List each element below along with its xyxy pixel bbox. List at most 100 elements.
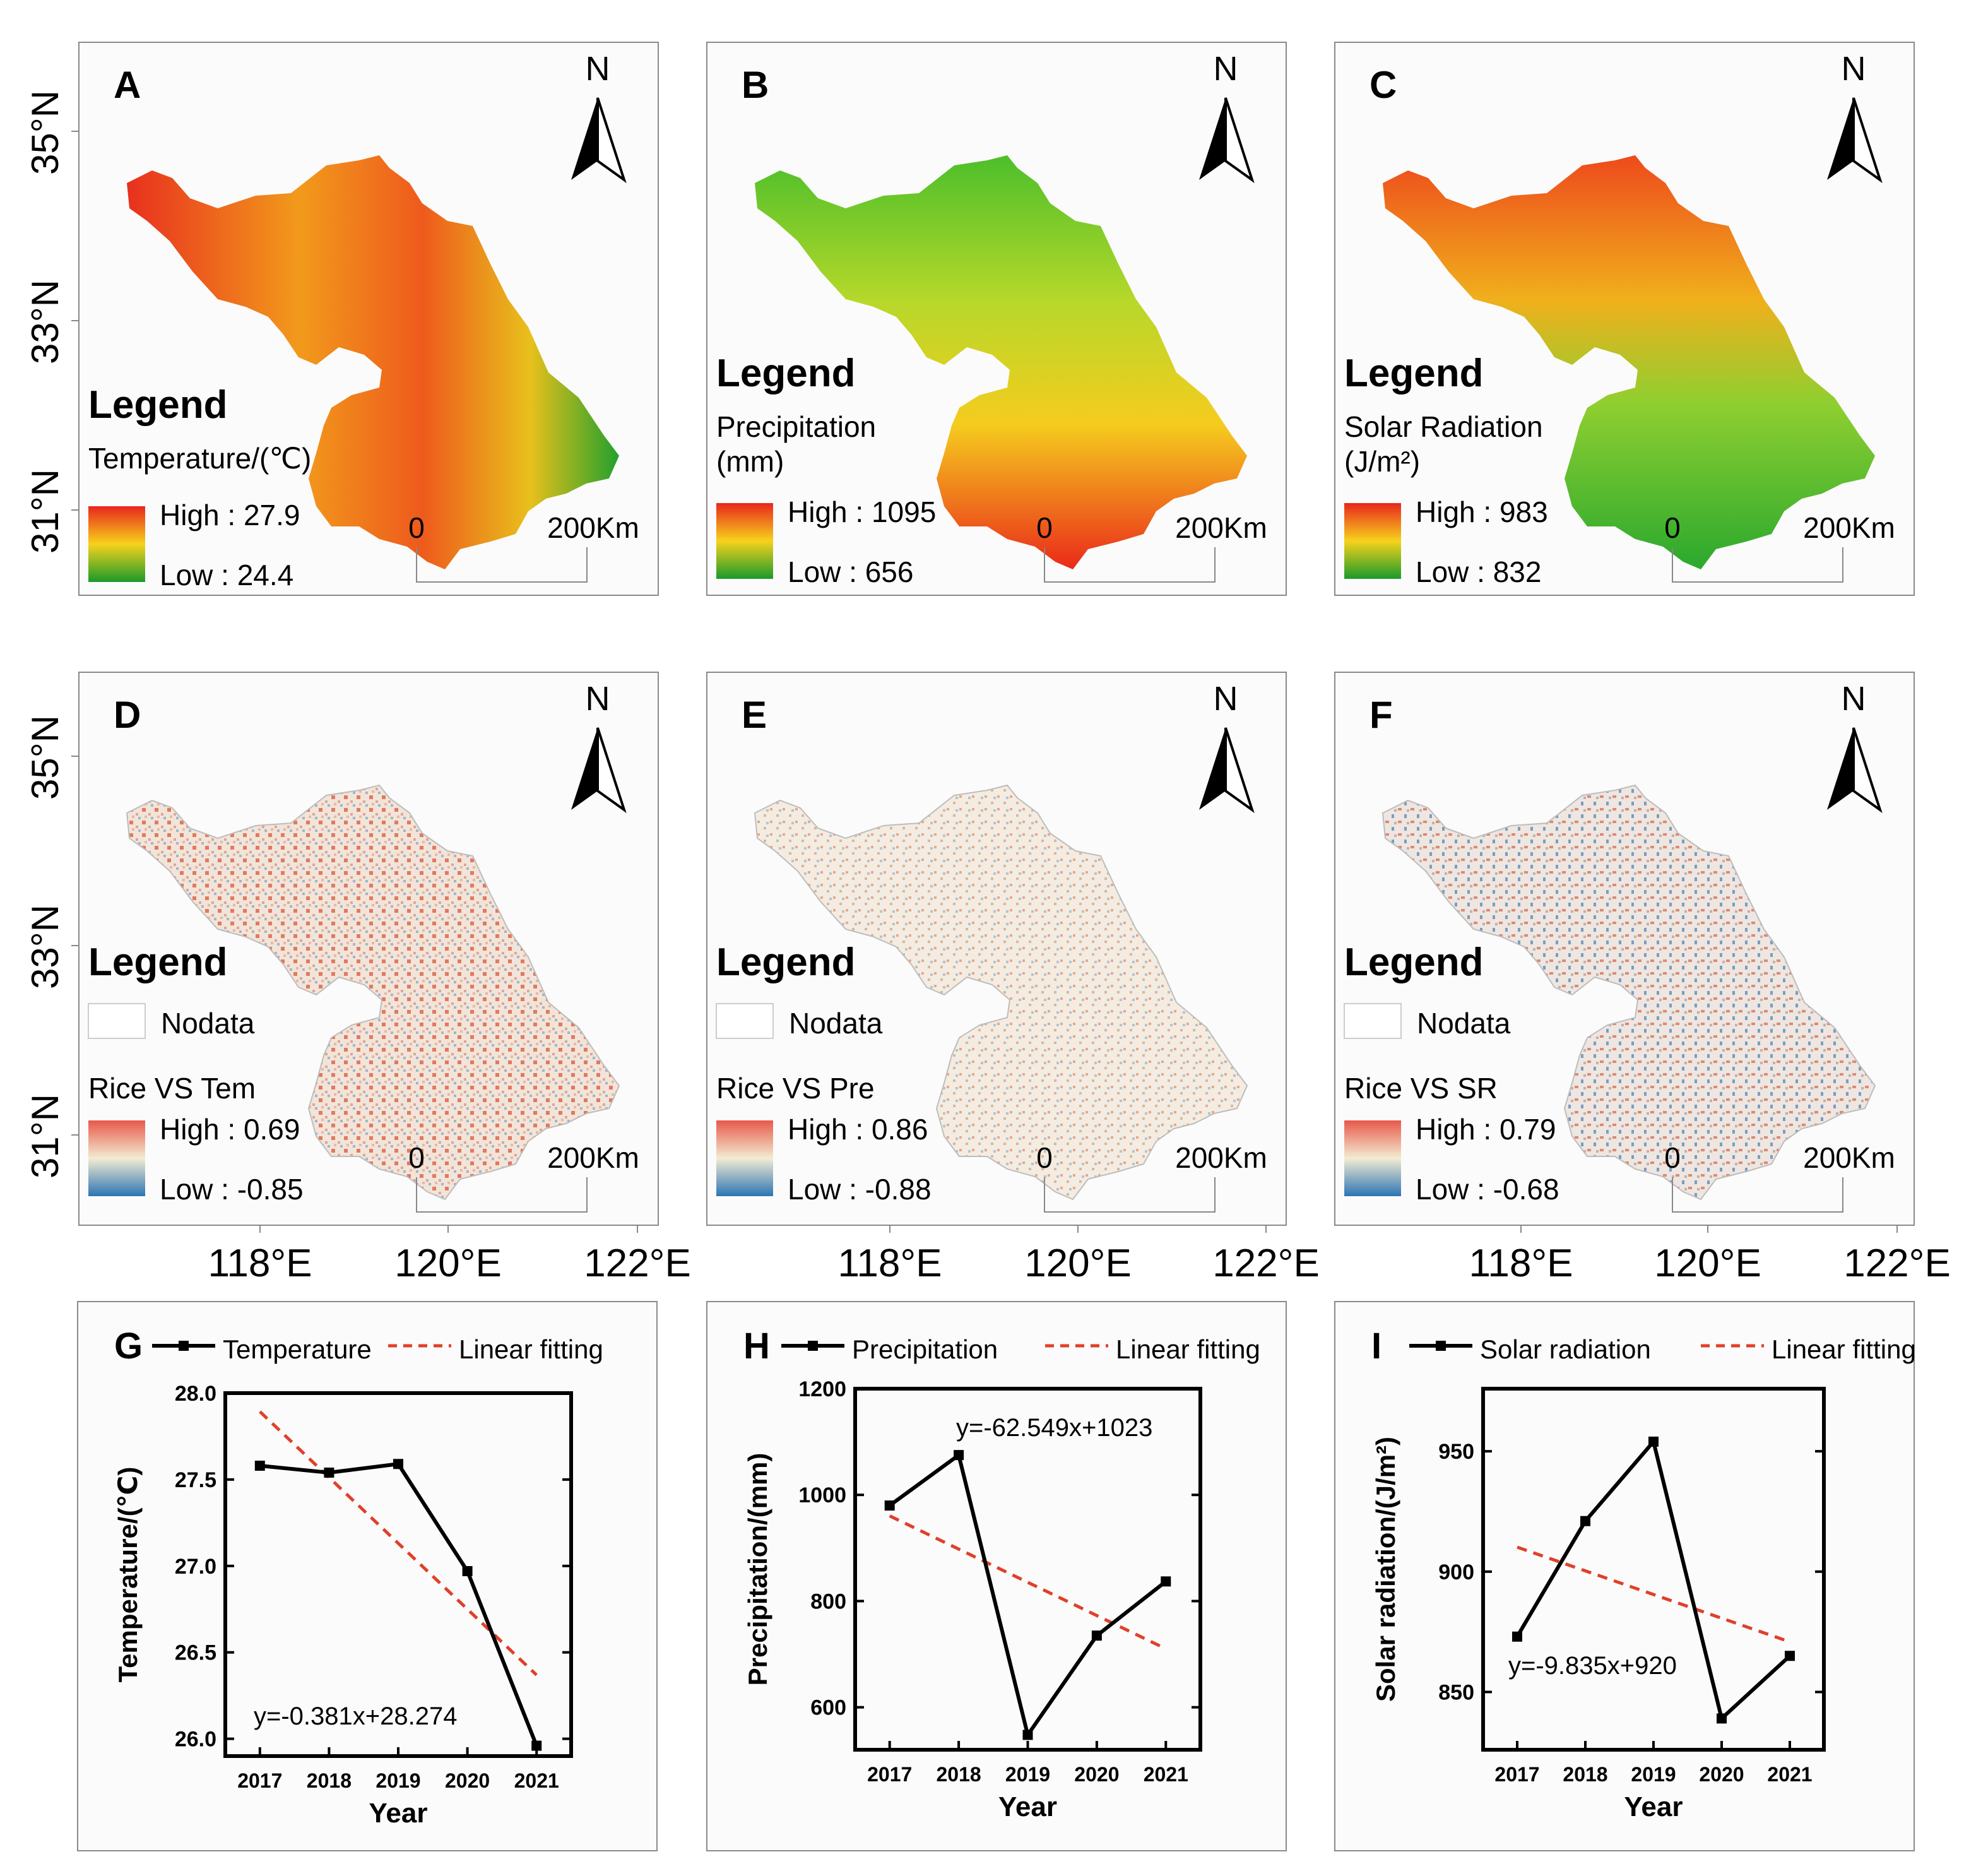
longitude-label: 122°E bbox=[1843, 1242, 1951, 1285]
nodata-label: Nodata bbox=[1417, 1007, 1511, 1040]
legend-fit-label: Linear fitting bbox=[1116, 1334, 1260, 1364]
data-point bbox=[1091, 1630, 1102, 1641]
data-point bbox=[954, 1450, 964, 1461]
north-label: N bbox=[586, 680, 610, 718]
x-tick-label: 2021 bbox=[514, 1769, 559, 1792]
legend-series-label: Solar radiation bbox=[1480, 1334, 1651, 1364]
color-ramp bbox=[1344, 503, 1401, 579]
legend-high: High : 1095 bbox=[788, 496, 936, 528]
x-tick-label: 2017 bbox=[237, 1769, 282, 1792]
data-point bbox=[462, 1566, 473, 1577]
scale-zero: 0 bbox=[408, 511, 425, 544]
province-map bbox=[127, 155, 619, 569]
x-tick-label: 2020 bbox=[445, 1769, 490, 1792]
lake bbox=[942, 988, 992, 1021]
legend-fit-label: Linear fitting bbox=[459, 1334, 603, 1364]
north-label: N bbox=[1214, 680, 1238, 718]
x-tick-label: 2017 bbox=[867, 1763, 912, 1786]
color-ramp bbox=[88, 1120, 145, 1196]
longitude-label: 122°E bbox=[584, 1242, 691, 1285]
legend-low: Low : 24.4 bbox=[160, 559, 293, 591]
color-ramp bbox=[716, 1120, 773, 1196]
nodata-swatch bbox=[716, 1003, 774, 1039]
y-tick-label: 900 bbox=[1438, 1560, 1474, 1584]
north-label: N bbox=[1214, 50, 1238, 88]
longitude-label: 120°E bbox=[1654, 1242, 1761, 1285]
y-tick-label: 28.0 bbox=[175, 1382, 216, 1406]
scale-zero: 0 bbox=[1036, 511, 1053, 544]
color-ramp bbox=[716, 503, 773, 579]
legend-high: High : 983 bbox=[1416, 496, 1548, 528]
map-panel-b: B N Legend Precipitation(mm)High : 1095 Low … bbox=[706, 42, 1287, 596]
legend-high: High : 0.79 bbox=[1416, 1113, 1556, 1146]
north-arrow-icon: N bbox=[571, 680, 627, 814]
data-point bbox=[1580, 1516, 1590, 1526]
latitude-label: 31°N bbox=[24, 469, 66, 554]
y-axis-label: Precipitation/(mm) bbox=[743, 1453, 772, 1686]
legend-variable: Solar Radiation bbox=[1344, 410, 1543, 443]
legend-high: High : 0.86 bbox=[788, 1113, 928, 1146]
data-point bbox=[1717, 1713, 1727, 1724]
chart-panel-g: G Temperature Linear fitting 26.0 26.5 27.0 27… bbox=[77, 1301, 658, 1851]
latitude-label: 31°N bbox=[24, 1094, 66, 1178]
scale-distance: 200Km bbox=[1175, 511, 1267, 544]
y-tick-label: 1200 bbox=[798, 1377, 846, 1401]
lake bbox=[314, 988, 364, 1021]
data-point bbox=[1648, 1436, 1659, 1447]
panel-letter: F bbox=[1369, 694, 1393, 736]
scale-zero: 0 bbox=[408, 1141, 425, 1174]
latitude-label: 35°N bbox=[24, 90, 66, 175]
province-map bbox=[1383, 155, 1875, 569]
scale-bar: 0 200Km bbox=[408, 511, 639, 583]
latitude-label: 33°N bbox=[24, 905, 66, 989]
y-axis-label: Solar radiation/(J/m²) bbox=[1371, 1437, 1400, 1702]
x-tick-label: 2017 bbox=[1494, 1763, 1539, 1786]
longitude-label: 118°E bbox=[1469, 1242, 1573, 1285]
province-map bbox=[1382, 785, 1876, 1200]
x-tick-label: 2020 bbox=[1074, 1763, 1119, 1786]
latitude-label: 35°N bbox=[24, 715, 66, 800]
map-panel-d: D N Legend Nodata Rice VS Tem High : 0.69 Low … bbox=[78, 672, 659, 1226]
scale-bar: 0 200Km bbox=[1036, 1141, 1267, 1213]
legend-variable: Temperature/(℃) bbox=[88, 442, 311, 475]
x-tick-label: 2018 bbox=[937, 1763, 981, 1786]
chart-legend: Precipitation Linear fitting bbox=[781, 1334, 1260, 1364]
y-tick-label: 26.5 bbox=[175, 1641, 216, 1665]
legend-variable: Rice VS Pre bbox=[716, 1072, 875, 1105]
color-ramp bbox=[88, 506, 145, 582]
y-tick-label: 27.0 bbox=[175, 1555, 216, 1579]
longitude-label: 118°E bbox=[838, 1242, 942, 1285]
nodata-swatch bbox=[1344, 1003, 1402, 1039]
x-axis-label: Year bbox=[369, 1798, 428, 1829]
lake bbox=[942, 359, 992, 391]
province-map bbox=[755, 155, 1247, 569]
latitude-label: 33°N bbox=[24, 280, 66, 364]
lake bbox=[314, 359, 364, 391]
legend-series-label: Precipitation bbox=[852, 1334, 998, 1364]
scale-zero: 0 bbox=[1664, 1141, 1681, 1174]
north-arrow-icon: N bbox=[1827, 680, 1883, 814]
legend-high: High : 27.9 bbox=[160, 499, 300, 531]
fit-equation: y=-9.835x+920 bbox=[1508, 1652, 1677, 1680]
legend-variable-unit: (J/m²) bbox=[1344, 445, 1420, 478]
legend-series-label: Temperature bbox=[223, 1334, 372, 1364]
legend-low: Low : 656 bbox=[788, 555, 913, 588]
y-tick-label: 800 bbox=[810, 1589, 846, 1613]
lake bbox=[1570, 988, 1620, 1021]
scale-bar: 0 200Km bbox=[1036, 511, 1267, 583]
y-axis-label: Temperature/(℃) bbox=[113, 1467, 143, 1683]
x-axis-label: Year bbox=[998, 1791, 1057, 1822]
legend-title: Legend bbox=[1344, 941, 1483, 984]
map-panel-e: E N Legend Nodata Rice VS Pre High : 0.86 Low … bbox=[706, 672, 1287, 1226]
scale-distance: 200Km bbox=[547, 1141, 639, 1174]
scale-bar: 0 200Km bbox=[408, 1141, 639, 1213]
color-ramp bbox=[1344, 1120, 1401, 1196]
map-panel-c: C N Legend Solar Radiation(J/m²) High : 983 L… bbox=[1334, 42, 1915, 596]
data-point bbox=[531, 1740, 542, 1751]
longitude-label: 120°E bbox=[394, 1242, 502, 1285]
legend-variable-unit: (mm) bbox=[716, 445, 784, 478]
data-point bbox=[1161, 1576, 1171, 1587]
panel-frame bbox=[706, 1301, 1287, 1851]
x-tick-label: 2018 bbox=[1563, 1763, 1607, 1786]
y-tick-label: 600 bbox=[810, 1696, 846, 1720]
